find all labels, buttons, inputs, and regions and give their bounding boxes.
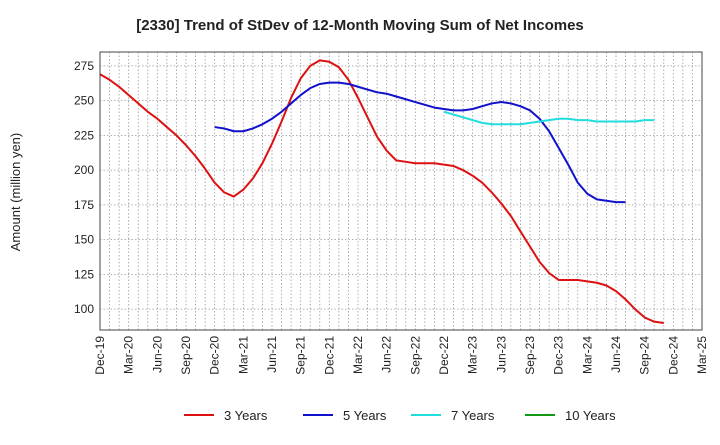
x-tick-label: Sep-22 (408, 336, 422, 375)
y-tick-label: 275 (74, 59, 94, 73)
y-tick-label: 250 (74, 94, 94, 108)
series-line-2 (214, 81, 626, 204)
series-line-1 (99, 59, 664, 325)
series-line-3 (443, 110, 655, 126)
x-tick-label: Mar-25 (695, 336, 709, 374)
y-tick-label: 200 (74, 163, 94, 177)
x-tick-label: Sep-20 (179, 336, 193, 375)
y-tick-label: 100 (74, 302, 94, 316)
x-tick-label: Mar-22 (351, 336, 365, 374)
x-tick-label: Sep-21 (294, 336, 308, 375)
legend-label: 7 Years (451, 408, 495, 423)
legend: 3 Years 5 Years 7 Years 10 Years (184, 408, 616, 423)
legend-label: 3 Years (224, 408, 268, 423)
x-tick-label: Sep-24 (638, 336, 652, 375)
x-tick-label: Mar-20 (122, 336, 136, 374)
y-tick-label: 225 (74, 128, 94, 142)
x-tick-labels: Dec-19 Mar-20 Jun-20 Sep-20 Dec-20 Mar-21 Jun-… (93, 336, 709, 375)
x-tick-label: Mar-21 (236, 336, 250, 374)
x-tick-label: Jun-22 (380, 336, 394, 373)
legend-label: 5 Years (343, 408, 387, 423)
x-tick-label: Dec-23 (552, 336, 566, 375)
chart-title: [2330] Trend of StDev of 12-Month Moving… (136, 17, 584, 34)
y-tick-label: 150 (74, 233, 94, 247)
x-tick-label: Jun-23 (494, 336, 508, 373)
y-tick-label: 175 (74, 198, 94, 212)
x-tick-label: Dec-20 (208, 336, 222, 375)
x-tick-label: Dec-24 (666, 336, 680, 375)
x-tick-label: Jun-20 (150, 336, 164, 373)
x-tick-label: Mar-24 (580, 336, 594, 374)
x-tick-label: Mar-23 (466, 336, 480, 374)
x-tick-label: Sep-23 (523, 336, 537, 375)
series-lines (99, 59, 664, 325)
x-tick-label: Jun-21 (265, 336, 279, 373)
x-tick-label: Dec-19 (93, 336, 107, 375)
x-tick-label: Jun-24 (609, 336, 623, 373)
y-tick-label: 125 (74, 267, 94, 281)
legend-label: 10 Years (565, 408, 616, 423)
x-tick-label: Dec-22 (437, 336, 451, 375)
y-tick-labels: 100 125 150 175 200 225 250 275 (74, 59, 94, 316)
x-tick-label: Dec-21 (322, 336, 336, 375)
y-axis-label: Amount (million yen) (8, 133, 23, 252)
plot-area-frame (99, 51, 703, 331)
